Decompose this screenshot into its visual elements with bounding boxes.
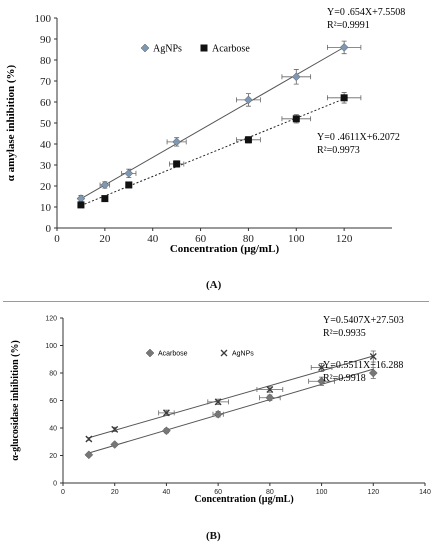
equation-label: Y=0 .4611X+6.2072 bbox=[317, 132, 400, 143]
y-tick-label: 100 bbox=[35, 13, 52, 25]
data-point bbox=[101, 195, 109, 203]
y-tick-label: 50 bbox=[40, 118, 52, 130]
x-tick-label: 100 bbox=[288, 233, 305, 245]
y-tick-label: 120 bbox=[45, 315, 57, 322]
y-tick-label: 20 bbox=[40, 181, 52, 193]
y-tick-label: 100 bbox=[45, 343, 57, 350]
data-point bbox=[124, 169, 134, 178]
x-tick-label: 40 bbox=[147, 233, 159, 245]
legend-marker-agnps bbox=[140, 43, 150, 53]
data-point bbox=[368, 368, 378, 378]
legend-marker-acarbose bbox=[200, 44, 208, 52]
x-tick-label: 120 bbox=[336, 233, 353, 245]
r-squared-label: R²=0.9918 bbox=[323, 373, 366, 384]
equation-label: Y=0.5511X+16.288 bbox=[323, 360, 403, 371]
y-tick-label: 60 bbox=[40, 97, 52, 109]
x-tick-label: 40 bbox=[163, 489, 171, 496]
data-point bbox=[85, 435, 93, 443]
x-tick-label: 0 bbox=[54, 233, 60, 245]
x-tick-label: 60 bbox=[214, 489, 222, 496]
data-point bbox=[244, 136, 252, 144]
y-tick-label: 20 bbox=[49, 453, 57, 460]
legend-marker-acarbose bbox=[145, 348, 155, 358]
trendline bbox=[80, 46, 345, 200]
x-tick-label: 60 bbox=[195, 233, 207, 245]
trendline bbox=[80, 98, 345, 207]
legend-label-acarbose: Acarbose bbox=[158, 350, 188, 357]
data-point bbox=[292, 115, 300, 123]
data-point bbox=[213, 409, 223, 419]
data-point bbox=[266, 386, 274, 393]
r-squared-label: R²=0.9935 bbox=[323, 328, 366, 339]
equation-label: Y=0.5407X+27.503 bbox=[323, 315, 404, 326]
panel-label-a: (A) bbox=[206, 279, 222, 291]
x-tick-label: 80 bbox=[243, 233, 255, 245]
equation-label: Y=0 .654X+7.5508 bbox=[327, 7, 405, 18]
data-point bbox=[110, 440, 120, 449]
panel-label-b: (B) bbox=[206, 530, 221, 542]
data-point bbox=[100, 180, 110, 190]
y-tick-label: 30 bbox=[40, 160, 52, 172]
data-point bbox=[244, 95, 253, 105]
data-point bbox=[291, 72, 301, 82]
x-tick-label: 100 bbox=[316, 489, 328, 496]
y-tick-label: 90 bbox=[40, 34, 52, 46]
y-axis-label: α amylase inhibition (%) bbox=[5, 64, 17, 181]
r-squared-label: R²=0.9991 bbox=[327, 20, 370, 31]
y-tick-label: 80 bbox=[40, 55, 52, 67]
x-tick-label: 120 bbox=[367, 489, 379, 496]
trendline bbox=[88, 355, 374, 439]
data-point bbox=[162, 409, 170, 417]
x-tick-label: 140 bbox=[419, 489, 431, 496]
y-tick-label: 60 bbox=[49, 398, 57, 405]
trendline bbox=[88, 368, 374, 454]
legend-label-agnps: AgNPs bbox=[232, 350, 254, 357]
panel-divider bbox=[3, 301, 429, 302]
y-tick-label: 80 bbox=[49, 370, 57, 377]
x-axis-label: Concentration (µg/mL) bbox=[170, 243, 280, 255]
data-point bbox=[77, 201, 85, 209]
data-point bbox=[317, 376, 326, 386]
legend-label-agnps: AgNPs bbox=[153, 44, 182, 55]
legend-label-acarbose: Acarbose bbox=[212, 44, 250, 55]
legend-marker-agnps bbox=[220, 349, 228, 357]
y-tick-label: 0 bbox=[53, 480, 57, 487]
x-tick-label: 0 bbox=[61, 489, 65, 496]
data-point bbox=[340, 94, 348, 102]
chart-b: 0 20 40 60 80 100 120 140 0 20 40 60 80 100 120 Concent… bbox=[10, 315, 431, 505]
data-point bbox=[369, 353, 377, 360]
data-point bbox=[125, 181, 133, 189]
y-tick-label: 0 bbox=[46, 223, 52, 235]
series-agnps bbox=[76, 40, 362, 203]
y-tick-label: 40 bbox=[49, 425, 57, 432]
data-point bbox=[84, 450, 94, 460]
data-point bbox=[111, 425, 119, 433]
data-point bbox=[173, 160, 181, 168]
data-point bbox=[214, 398, 222, 406]
y-tick-label: 10 bbox=[40, 202, 52, 214]
y-tick-label: 70 bbox=[40, 76, 52, 88]
series-acarbose bbox=[84, 367, 378, 460]
series-agnps bbox=[85, 350, 377, 443]
data-point bbox=[339, 43, 349, 52]
x-axis-label: Concentration (µg/mL) bbox=[194, 494, 293, 505]
series-acarbose bbox=[77, 92, 362, 209]
data-point bbox=[162, 426, 171, 436]
y-tick-label: 40 bbox=[40, 139, 52, 151]
x-tick-label: 20 bbox=[111, 489, 119, 496]
chart-a: 0 20 40 60 80 100 120 0 10 20 30 40 50 60 70 80 90 100 Con… bbox=[5, 7, 405, 255]
data-point bbox=[172, 137, 181, 147]
data-point bbox=[265, 393, 275, 403]
x-tick-label: 80 bbox=[266, 489, 274, 496]
r-squared-label: R²=0.9973 bbox=[317, 145, 360, 156]
x-tick-label: 20 bbox=[99, 233, 111, 245]
data-point bbox=[318, 364, 326, 371]
y-axis-label: α-glucosidase inhibition (%) bbox=[10, 340, 21, 461]
